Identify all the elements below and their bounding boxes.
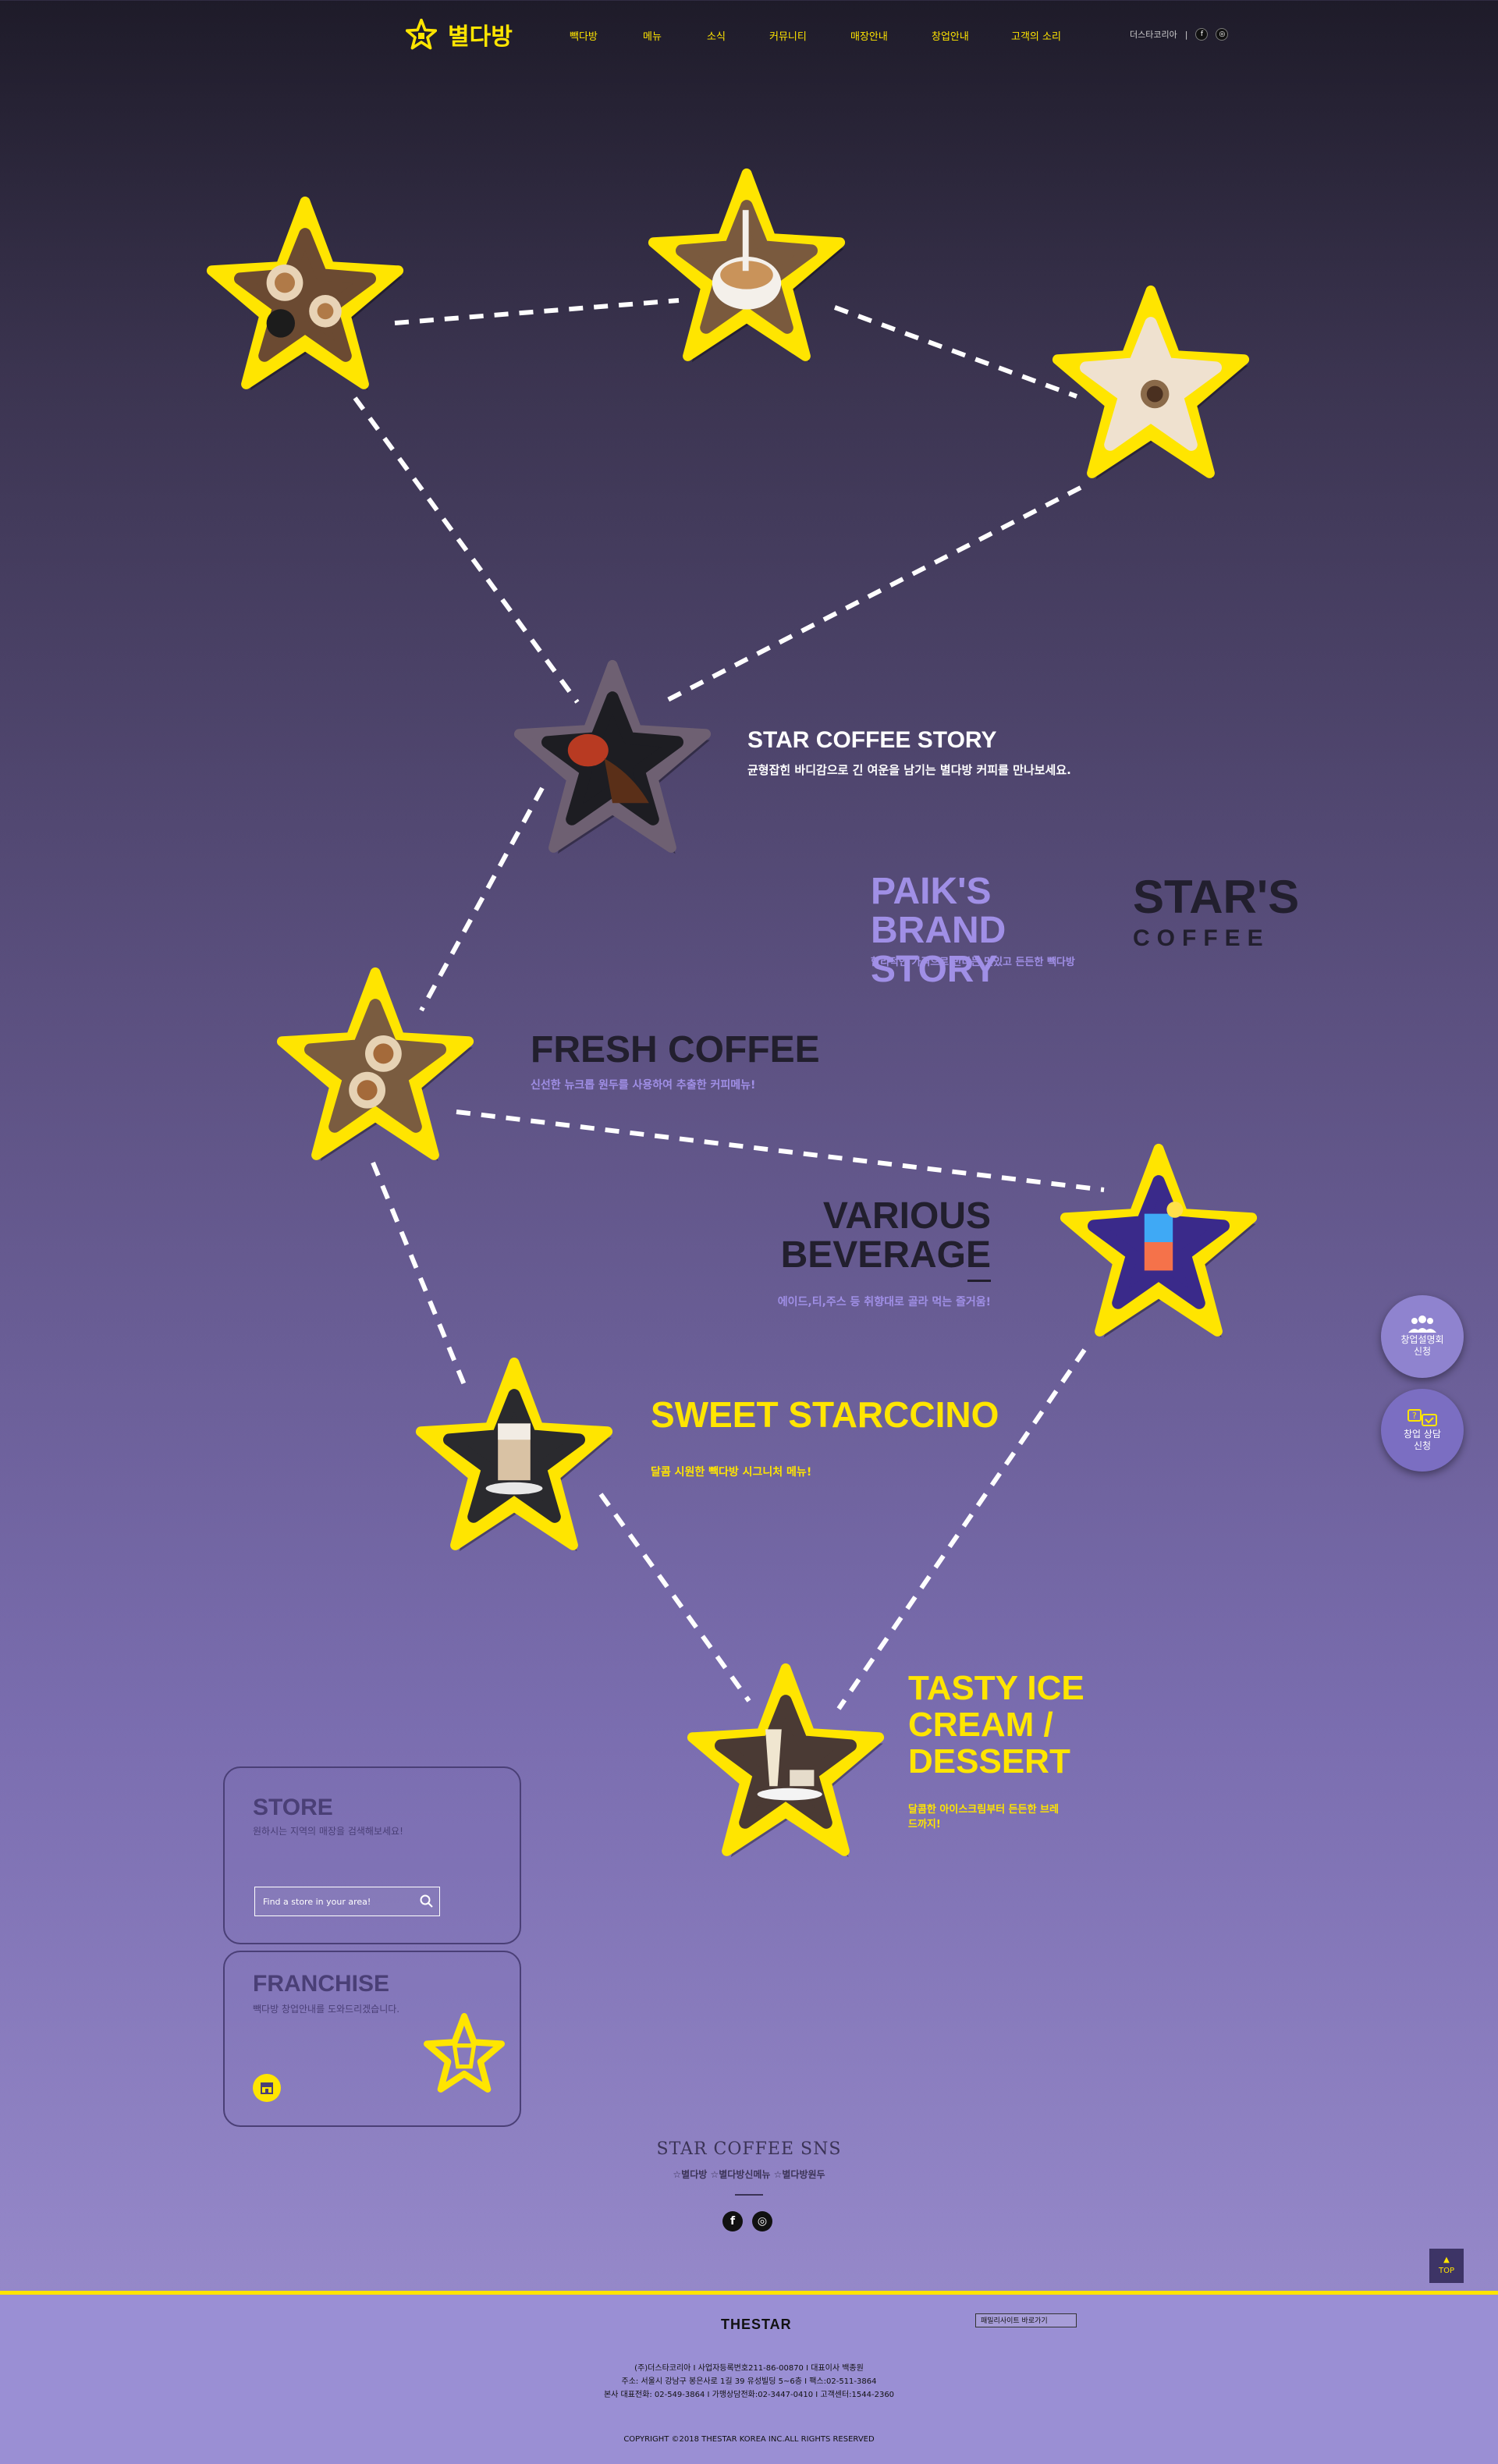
fresh-coffee-star-icon — [276, 967, 474, 1162]
store-card: STORE 원하시는 지역의 매장을 검색해보세요! — [223, 1766, 521, 1944]
nav-customer-voice[interactable]: 고객의 소리 — [1011, 31, 1061, 43]
consult-label: 창업 상담 신청 — [1404, 1429, 1441, 1451]
franchise-title: FRANCHISE — [253, 1971, 390, 1997]
franchise-subtitle: 빽다방 창업안내를 도와드리겠습니다. — [253, 2004, 400, 2015]
util-separator: | — [1184, 29, 1188, 40]
footer: THESTAR 패밀리사이트 바로가기 (주)더스타코리아 I 사업자등록번호2… — [0, 2291, 1498, 2464]
info-session-label: 창업설명회 신청 — [1400, 1334, 1444, 1357]
consult-button[interactable]: ? 창업 상담 신청 — [1381, 1389, 1464, 1472]
facebook-icon[interactable]: f — [722, 2211, 743, 2231]
nav-franchise[interactable]: 창업안내 — [932, 31, 969, 43]
store-subtitle: 원하시는 지역의 매장을 검색해보세요! — [253, 1826, 403, 1837]
stars-coffee-logo: STAR'S — [1133, 871, 1300, 923]
nav-menu[interactable]: 메뉴 — [643, 31, 662, 43]
star-espresso-cup[interactable] — [1045, 282, 1256, 488]
footer-info-line: (주)더스타코리아 I 사업자등록번호211-86-00870 I 대표이사 백… — [634, 2364, 864, 2373]
store-search — [254, 1887, 440, 1916]
various-beverage-subtitle: 에이드,티,주스 등 취향대로 골라 먹는 즐거움! — [777, 1296, 991, 1308]
fresh-coffee-title[interactable]: FRESH COFFEE — [531, 1029, 820, 1070]
star-latte-pour[interactable] — [641, 165, 852, 371]
svg-text:?: ? — [1412, 1411, 1417, 1421]
star-dessert[interactable] — [680, 1660, 891, 1866]
site-logo[interactable]: 별다방 — [406, 17, 513, 51]
sweet-starccino-subtitle: 달콤 시원한 빽다방 시그니처 메뉴! — [651, 1466, 812, 1479]
footer-brand: THESTAR — [721, 2317, 792, 2332]
story-title: STAR COFFEE STORY — [747, 727, 997, 753]
beverage-underline — [967, 1280, 991, 1282]
star-beverage[interactable] — [1053, 1141, 1264, 1347]
brand-story-title[interactable]: PAIK'S BRAND STORY — [871, 871, 1006, 990]
star-latte-cups[interactable] — [200, 193, 410, 399]
up-arrow-icon: ▲ — [1443, 2256, 1450, 2264]
instagram-icon[interactable]: ◎ — [752, 2211, 772, 2231]
franchise-card[interactable]: FRANCHISE 빽다방 창업안내를 도와드리겠습니다. — [223, 1951, 521, 2127]
latte-pour-star-icon — [648, 168, 846, 363]
footer-info-line: 본사 대표전화: 02-549-3864 I 가맹상담전화:02-3447-04… — [603, 2391, 895, 2399]
store-search-input[interactable] — [255, 1895, 413, 1908]
sns-divider — [735, 2194, 763, 2196]
star-logo-icon — [406, 19, 437, 50]
star-fresh-coffee[interactable] — [270, 964, 481, 1170]
nav-store-info[interactable]: 매장안내 — [850, 31, 888, 43]
search-icon[interactable] — [419, 1894, 435, 1909]
nav-news[interactable]: 소식 — [707, 31, 726, 43]
nav-paik[interactable]: 빽다방 — [570, 31, 598, 43]
store-title: STORE — [253, 1795, 333, 1820]
consult-chat-icon: ? — [1407, 1409, 1437, 1426]
tasty-dessert-title[interactable]: TASTY ICE CREAM / DESSERT — [908, 1669, 1084, 1781]
franchise-star-cup-icon — [424, 2013, 505, 2093]
scroll-top-button[interactable]: ▲ TOP — [1429, 2249, 1464, 2283]
star-coffee-beans[interactable] — [507, 657, 718, 863]
sns-hashtags: ☆별다방 ☆별다방신메뉴 ☆별다방원두 — [673, 2169, 825, 2180]
family-site-select[interactable]: 패밀리사이트 바로가기 — [975, 2313, 1077, 2327]
latte-cups-star-icon — [206, 196, 404, 391]
facebook-icon[interactable]: f — [1195, 28, 1209, 41]
stars-coffee-logo-sub: COFFEE — [1133, 925, 1270, 951]
footer-info-line: 주소: 서울시 강남구 봉은사로 1길 39 유성빌딩 5~6층 I 팩스:02… — [621, 2377, 877, 2386]
coffee-beans-star-icon — [513, 659, 712, 854]
tasty-dessert-subtitle: 달콤한 아이스크림부터 든든한 브레드까지! — [908, 1804, 1059, 1830]
top-label: TOP — [1438, 2267, 1454, 2275]
sns-title: STAR COFFEE SNS — [656, 2139, 842, 2159]
nav-community[interactable]: 커뮤니티 — [769, 31, 807, 43]
story-subtitle: 균형잡힌 바디감으로 긴 여운을 남기는 별다방 커피를 만나보세요. — [747, 763, 1071, 777]
brand-story-subtitle: 합리적인 가격으로 만나는 맛있고 든든한 빽다방 — [871, 957, 1075, 968]
thestar-korea-link[interactable]: 더스타코리아 — [1130, 30, 1177, 40]
shop-glyph-icon — [261, 2082, 273, 2094]
fresh-coffee-subtitle: 신선한 뉴크롭 원두를 사용하여 추출한 커피메뉴! — [531, 1079, 756, 1092]
footer-copyright: COPYRIGHT ©2018 THESTAR KOREA INC.ALL RI… — [623, 2435, 875, 2444]
star-starccino[interactable] — [409, 1354, 619, 1560]
starccino-star-icon — [415, 1357, 613, 1552]
sweet-starccino-title[interactable]: SWEET STARCCINO — [651, 1394, 999, 1435]
store-front-icon[interactable] — [253, 2074, 281, 2102]
beverage-star-icon — [1060, 1143, 1258, 1338]
instagram-icon[interactable]: ◎ — [1216, 28, 1229, 41]
dessert-star-icon — [687, 1663, 885, 1858]
header-utility: 더스타코리아 | f ◎ — [1130, 28, 1229, 41]
espresso-cup-star-icon — [1052, 285, 1250, 480]
info-session-button[interactable]: 창업설명회 신청 — [1381, 1295, 1464, 1378]
sns-icons: f ◎ — [722, 2211, 772, 2231]
footer-company-info: (주)더스타코리아 I 사업자등록번호211-86-00870 I 대표이사 백… — [0, 2362, 1498, 2402]
various-beverage-title[interactable]: VARIOUS BEVERAGE — [780, 1195, 991, 1276]
people-icon — [1408, 1315, 1436, 1333]
logo-text: 별다방 — [448, 23, 513, 51]
